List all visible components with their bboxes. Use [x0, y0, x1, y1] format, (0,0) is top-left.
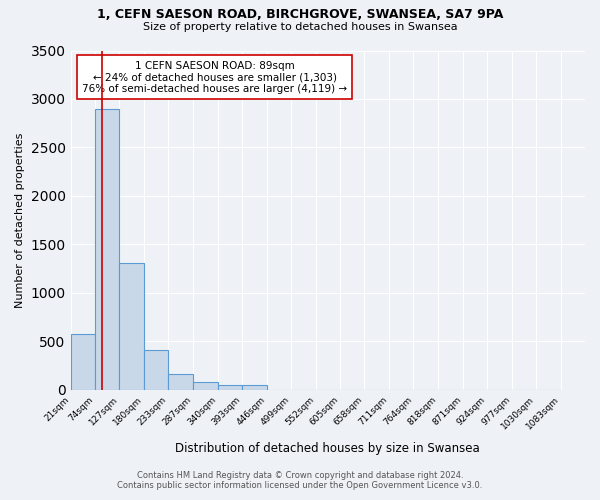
Y-axis label: Number of detached properties: Number of detached properties: [15, 132, 25, 308]
Text: Size of property relative to detached houses in Swansea: Size of property relative to detached ho…: [143, 22, 457, 32]
Text: Contains HM Land Registry data © Crown copyright and database right 2024.
Contai: Contains HM Land Registry data © Crown c…: [118, 470, 482, 490]
Bar: [218, 385, 242, 390]
Bar: [119, 264, 144, 390]
Bar: [169, 374, 193, 390]
Text: 1, CEFN SAESON ROAD, BIRCHGROVE, SWANSEA, SA7 9PA: 1, CEFN SAESON ROAD, BIRCHGROVE, SWANSEA…: [97, 8, 503, 20]
X-axis label: Distribution of detached houses by size in Swansea: Distribution of detached houses by size …: [175, 442, 480, 455]
Bar: [71, 334, 95, 390]
Bar: [242, 385, 266, 390]
Bar: [95, 108, 119, 390]
Bar: [193, 382, 218, 390]
Bar: [144, 350, 169, 390]
Text: 1 CEFN SAESON ROAD: 89sqm
← 24% of detached houses are smaller (1,303)
76% of se: 1 CEFN SAESON ROAD: 89sqm ← 24% of detac…: [82, 60, 347, 94]
